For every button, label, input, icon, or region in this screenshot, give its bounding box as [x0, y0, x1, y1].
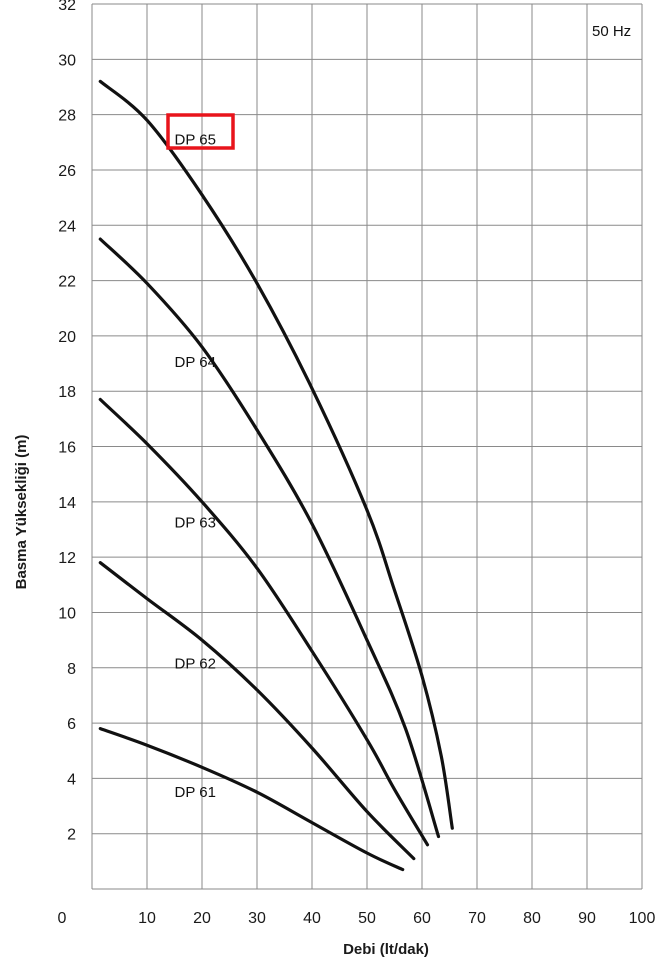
x-tick-label: 40 [303, 910, 321, 927]
y-tick-label: 26 [58, 163, 76, 180]
x-tick-label: 50 [358, 910, 376, 927]
y-tick-label: 30 [58, 52, 76, 69]
x-tick-label: 20 [193, 910, 211, 927]
y-tick-label: 32 [58, 0, 76, 14]
x-tick-label: 70 [468, 910, 486, 927]
x-tick-label: 0 [58, 910, 67, 927]
curve-label-dp-64: DP 64 [175, 354, 216, 371]
x-tick-label: 10 [138, 910, 156, 927]
y-tick-label: 10 [58, 605, 76, 622]
curve-label-dp-63: DP 63 [175, 515, 216, 532]
x-tick-label: 100 [629, 910, 656, 927]
highlight-box [166, 113, 235, 150]
y-axis-label: Basma Yüksekliği (m) [13, 435, 30, 590]
y-tick-label: 20 [58, 329, 76, 346]
y-tick-label: 22 [58, 274, 76, 291]
x-axis-label: Debi (lt/dak) [343, 941, 429, 958]
x-tick-label: 80 [523, 910, 541, 927]
frequency-label: 50 Hz [592, 23, 631, 40]
y-tick-label: 12 [58, 550, 76, 567]
curve-labels: DP 61 DP 62 DP 63 DP 64 DP 65 [175, 132, 216, 802]
y-tick-label: 28 [58, 108, 76, 125]
y-tick-label: 18 [58, 384, 76, 401]
curve-label-dp-61: DP 61 [175, 784, 216, 801]
y-tick-label: 8 [67, 661, 76, 678]
curves [98, 79, 454, 872]
curve-dp-62 [98, 561, 416, 861]
curve-dp-64 [98, 237, 441, 839]
grid [91, 3, 643, 890]
y-tick-label: 14 [58, 495, 76, 512]
y-tick-label: 16 [58, 440, 76, 457]
x-tick-labels: 0 10 20 30 40 50 60 70 80 90 100 [58, 910, 656, 927]
curve-label-dp-65: DP 65 [175, 132, 216, 149]
curve-dp-63 [98, 397, 430, 847]
y-tick-label: 24 [58, 218, 76, 235]
curve-label-dp-62: DP 62 [175, 656, 216, 673]
x-tick-label: 90 [578, 910, 596, 927]
x-tick-label: 60 [413, 910, 431, 927]
y-tick-label: 6 [67, 716, 76, 733]
curve-dp-65 [98, 79, 454, 830]
y-tick-label: 4 [67, 771, 76, 788]
curve-dp-61 [98, 727, 405, 872]
y-tick-label: 2 [67, 827, 76, 844]
x-tick-label: 30 [248, 910, 266, 927]
